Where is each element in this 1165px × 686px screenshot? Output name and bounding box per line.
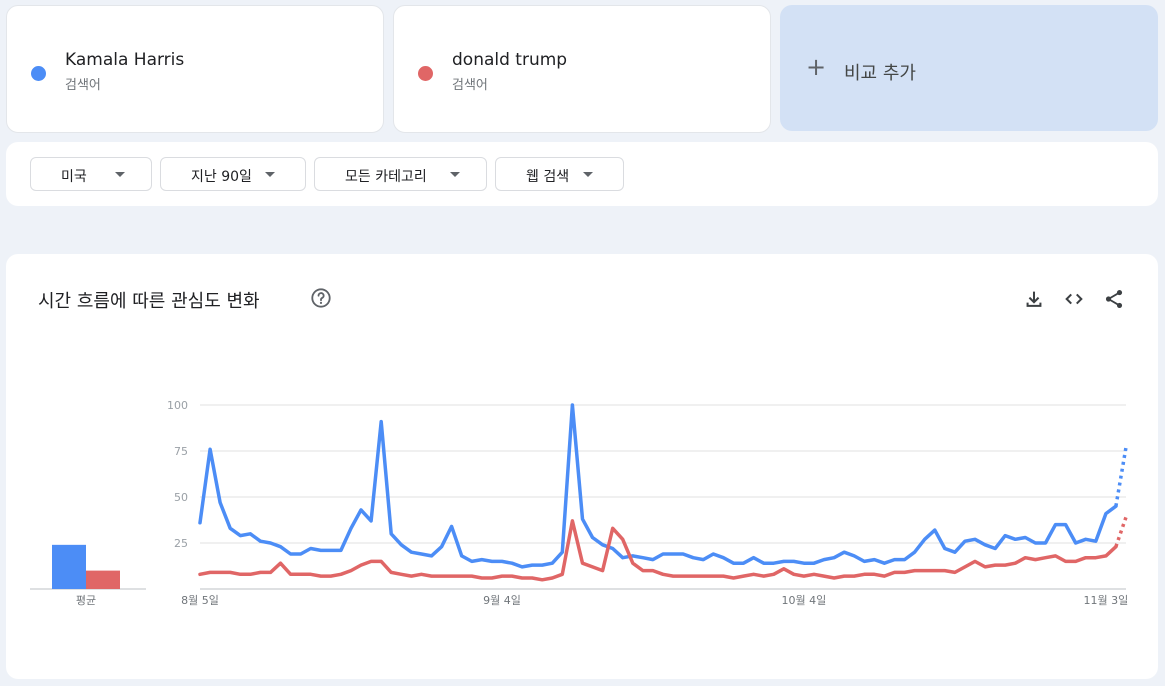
average-label: 평균 xyxy=(76,594,96,607)
help-icon[interactable] xyxy=(310,287,332,309)
term-card-donald-trump[interactable]: donald trump 검색어 xyxy=(393,5,771,133)
y-tick-label: 50 xyxy=(174,491,188,504)
category-dropdown[interactable]: 모든 카테고리 xyxy=(314,157,487,191)
add-comparison-label: 비교 추가 xyxy=(844,63,916,84)
x-tick-label: 11월 3일 xyxy=(1084,593,1129,607)
average-bar-0 xyxy=(52,544,86,589)
chart-title: 시간 흐름에 따른 관심도 변화 xyxy=(38,291,260,312)
period-label: 지난 90일 xyxy=(191,169,252,185)
add-comparison-button[interactable]: + 비교 추가 xyxy=(780,5,1158,131)
x-tick-label: 10월 4일 xyxy=(782,593,827,607)
caret-down-icon xyxy=(450,172,460,177)
x-tick-label: 8월 5일 xyxy=(181,593,219,607)
category-label: 모든 카테고리 xyxy=(345,169,427,185)
region-dropdown[interactable]: 미국 xyxy=(30,157,152,191)
term-card-kamala-harris[interactable]: Kamala Harris 검색어 xyxy=(6,5,384,133)
search-type-label: 웹 검색 xyxy=(526,169,570,185)
caret-down-icon xyxy=(583,172,593,177)
filter-bar: 미국 지난 90일 모든 카테고리 웹 검색 xyxy=(6,142,1158,206)
series-color-dot xyxy=(31,66,46,81)
download-icon[interactable] xyxy=(1023,288,1045,310)
series-line-0 xyxy=(198,403,1118,569)
period-dropdown[interactable]: 지난 90일 xyxy=(160,157,306,191)
x-tick-label: 9월 4일 xyxy=(483,593,521,607)
series-partial-segment-0 xyxy=(1114,447,1128,507)
series-line-1 xyxy=(198,519,1118,582)
interest-over-time-chart: 25 50 75 100 8월 5일 9월 4일 10월 4일 11월 3일 평균 xyxy=(30,399,1129,607)
caret-down-icon xyxy=(115,172,125,177)
embed-icon[interactable] xyxy=(1063,288,1085,310)
y-tick-label: 100 xyxy=(167,399,188,412)
interest-over-time-card: 25 50 75 100 8월 5일 9월 4일 10월 4일 11월 3일 평균 시간 흐름에… xyxy=(6,254,1158,679)
region-label: 미국 xyxy=(61,169,87,185)
caret-down-icon xyxy=(265,172,275,177)
term-type: 검색어 xyxy=(65,78,101,93)
y-tick-label: 75 xyxy=(174,445,188,458)
search-type-dropdown[interactable]: 웹 검색 xyxy=(495,157,624,191)
term-name: Kamala Harris xyxy=(65,50,185,70)
share-icon[interactable] xyxy=(1103,288,1125,310)
plus-icon: + xyxy=(806,53,827,81)
series-color-dot xyxy=(418,66,433,81)
term-name: donald trump xyxy=(452,50,568,70)
average-bar-1 xyxy=(86,570,120,589)
series-partial-segment-1 xyxy=(1114,516,1128,548)
term-type: 검색어 xyxy=(452,78,488,93)
y-tick-label: 25 xyxy=(174,537,188,550)
